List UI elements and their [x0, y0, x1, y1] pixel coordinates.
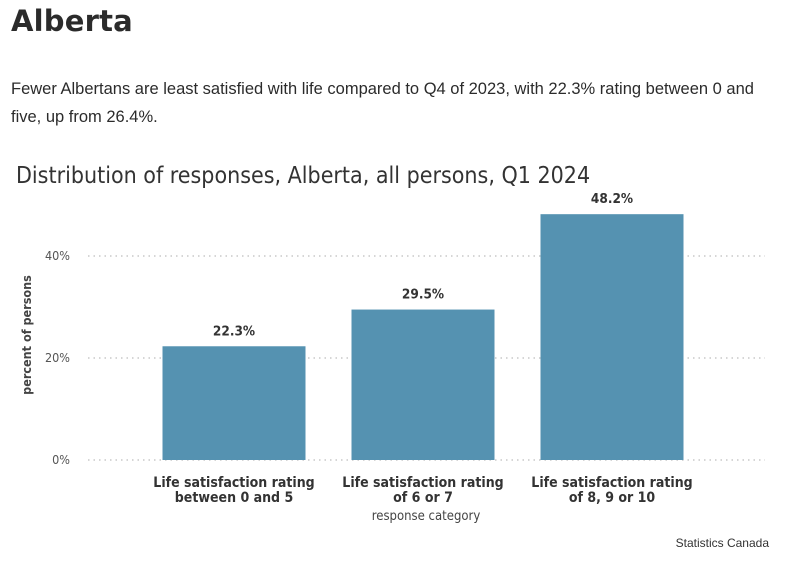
data-labels: 22.3% 29.5% 48.2% — [213, 191, 633, 339]
summary-text: Fewer Albertans are least satisfied with… — [11, 80, 754, 126]
bar — [351, 309, 495, 460]
page-title: Alberta — [11, 4, 133, 38]
bar — [540, 214, 684, 460]
y-tick-label: 0% — [52, 452, 70, 467]
y-tick-label: 40% — [45, 248, 70, 263]
x-axis-label: response category — [372, 509, 481, 524]
category-label: Life satisfaction rating of 8, 9 or 10 — [531, 475, 692, 506]
data-label: 48.2% — [591, 191, 633, 207]
chart-title: Distribution of responses, Alberta, all … — [16, 163, 590, 189]
y-axis-ticks: 0% 20% 40% — [45, 248, 70, 467]
category-label: Life satisfaction rating of 6 or 7 — [342, 475, 503, 506]
y-axis-label: percent of persons — [19, 275, 34, 395]
source-note: Statistics Canada — [676, 536, 770, 550]
category-label: Life satisfaction rating between 0 and 5 — [153, 475, 314, 506]
x-axis-categories: Life satisfaction rating between 0 and 5 L… — [153, 475, 692, 506]
data-label: 29.5% — [402, 287, 444, 303]
data-label: 22.3% — [213, 323, 255, 339]
bar — [162, 346, 306, 460]
chart-container: Distribution of responses, Alberta, all … — [0, 150, 789, 558]
bar-chart: Distribution of responses, Alberta, all … — [16, 163, 770, 550]
y-tick-label: 20% — [45, 350, 70, 365]
bars — [162, 214, 684, 460]
